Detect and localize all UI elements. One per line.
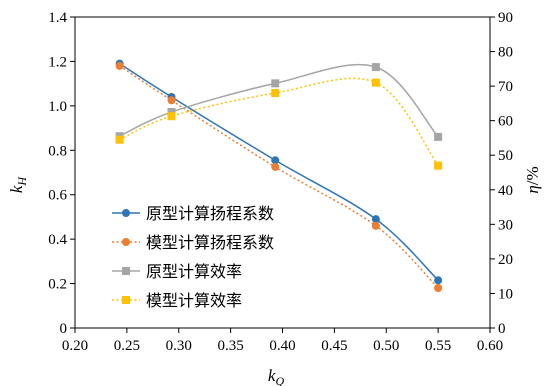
legend-label: 原型计算扬程系数 [146, 204, 274, 223]
legend-item: 原型计算效率 [112, 262, 242, 281]
data-point [434, 276, 443, 285]
x-tick-label: 0.35 [218, 338, 244, 354]
legend-item: 模型计算扬程系数 [112, 233, 274, 252]
right-axis-title-base: η [523, 185, 542, 193]
x-axis-title-base: k [268, 366, 276, 385]
series-3 [115, 63, 443, 141]
data-point [434, 161, 443, 170]
left-axis-title-base: k [7, 185, 26, 193]
data-point [271, 79, 280, 88]
left-axis-title: kH [7, 176, 29, 194]
left-axis-title-sub: H [15, 176, 29, 187]
legend-label: 模型计算效率 [146, 291, 242, 310]
x-tick-label: 0.25 [114, 338, 140, 354]
series-2 [115, 61, 443, 293]
data-point [167, 108, 176, 117]
series-layer [115, 59, 443, 293]
legend-marker [122, 267, 130, 275]
legend-item: 模型计算效率 [112, 291, 242, 310]
x-tick-label: 0.45 [321, 338, 347, 354]
left-y-tick-label: 1.2 [48, 54, 67, 70]
data-point [371, 215, 380, 224]
series-line [119, 65, 439, 289]
legend-item: 原型计算扬程系数 [112, 204, 274, 223]
data-point [371, 63, 380, 72]
legend-marker [122, 209, 130, 217]
right-y-tick-label: 80 [498, 45, 513, 61]
right-y-tick-label: 60 [498, 114, 513, 130]
x-tick-label: 0.20 [62, 338, 88, 354]
legend-label: 原型计算效率 [146, 262, 242, 281]
x-axis-title-sub: Q [275, 374, 284, 386]
series-4 [115, 77, 443, 170]
right-y-tick-label: 10 [498, 286, 513, 302]
left-y-tick-label: 0.2 [48, 277, 67, 293]
data-point [167, 112, 176, 121]
data-point [434, 132, 443, 141]
left-y-tick-label: 0.8 [48, 143, 67, 159]
series-line [119, 63, 439, 138]
x-tick-label: 0.50 [373, 338, 399, 354]
left-y-tick-label: 0 [60, 321, 68, 337]
legend-marker [122, 296, 130, 304]
legend-label: 模型计算扬程系数 [146, 233, 274, 252]
right-y-tick-label: 0 [498, 321, 506, 337]
series-line [119, 77, 439, 167]
data-point [115, 61, 124, 70]
right-y-tick-label: 40 [498, 183, 513, 199]
left-y-tick-label: 1.0 [48, 99, 67, 115]
data-point [271, 89, 280, 98]
x-tick-label: 0.55 [425, 338, 451, 354]
plot-frame [74, 16, 491, 329]
legend-marker [122, 238, 130, 246]
right-y-tick-label: 20 [498, 252, 513, 268]
right-axis-title-unit: /% [523, 166, 542, 185]
left-y-tick-label: 0.6 [48, 188, 67, 204]
x-tick-label: 0.60 [477, 338, 503, 354]
right-axis-title: η/% [523, 166, 542, 193]
x-axis-title: kQ [268, 366, 285, 386]
data-point [271, 162, 280, 171]
axes: 0.20 0.25 0.30 0.35 0.40 0.45 0.50 0.55 0.6000.2… [48, 10, 513, 354]
x-tick-label: 0.30 [166, 338, 192, 354]
data-point [115, 135, 124, 144]
data-point [167, 96, 176, 105]
data-point [371, 221, 380, 230]
data-point [271, 156, 280, 165]
right-y-tick-label: 30 [498, 217, 513, 233]
x-tick-label: 0.40 [269, 338, 295, 354]
data-point [371, 78, 380, 87]
right-y-tick-label: 70 [498, 79, 513, 95]
data-point [434, 284, 443, 293]
left-y-tick-label: 1.4 [48, 10, 67, 26]
left-y-tick-label: 0.4 [48, 232, 67, 248]
right-y-tick-label: 50 [498, 148, 513, 164]
right-y-tick-label: 90 [498, 10, 513, 26]
